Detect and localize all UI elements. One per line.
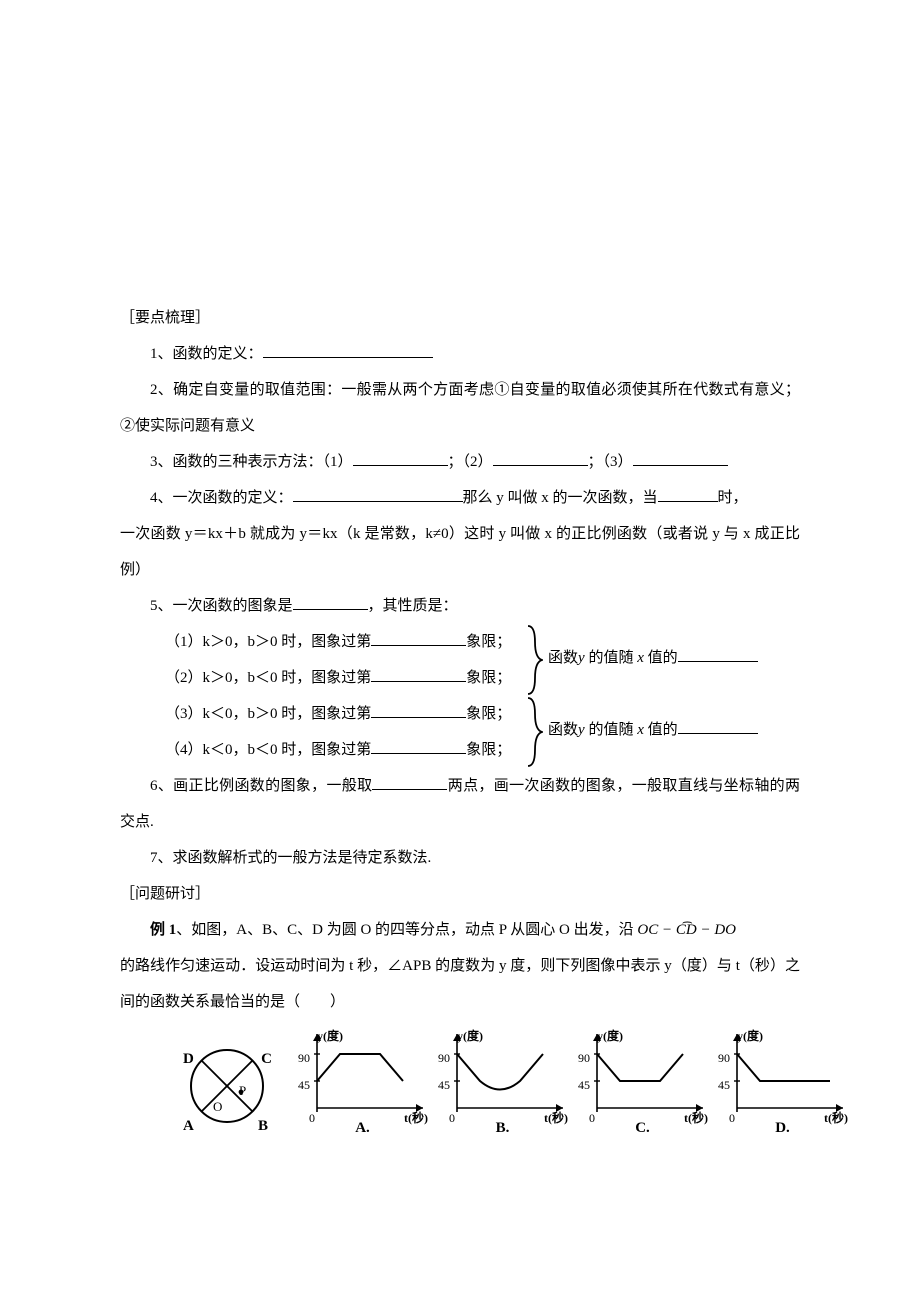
sub1-suffix: 象限；: [466, 634, 511, 650]
pB-90: 90: [438, 1044, 450, 1073]
sub3-suffix: 象限；: [466, 706, 511, 722]
pA-45: 45: [298, 1071, 310, 1100]
pB-xl: t(秒): [544, 1104, 568, 1133]
pA-xl: t(秒): [404, 1104, 428, 1133]
pD-xl: t(秒): [824, 1104, 848, 1133]
ex1-b1: 、如图，A、B、C、D 为圆 O 的四等分点，动点 P 从圆心 O 出发，沿: [176, 922, 637, 938]
pA-0: 0: [309, 1104, 315, 1133]
sub4-suffix: 象限；: [466, 742, 511, 758]
pB-45: 45: [438, 1071, 450, 1100]
pC-xl: t(秒): [684, 1104, 708, 1133]
blank-def: [263, 344, 433, 359]
plot-B: y(度) 90 45 0 t(秒) B.: [435, 1026, 570, 1146]
pC-45: 45: [578, 1071, 590, 1100]
item3-prefix: 3、函数的三种表示方法：（1）: [150, 454, 353, 470]
blank-3-3: [633, 452, 728, 467]
lbl-A: A: [183, 1108, 194, 1144]
bt2-s: 值的: [644, 722, 678, 738]
lbl-C: C: [261, 1041, 272, 1077]
pD-yl: y(度): [737, 1022, 763, 1051]
item6-prefix: 6、画正比例函数的图象，一般取: [150, 778, 372, 794]
blank-s2: [371, 668, 466, 683]
bt1-m: 的值随: [585, 650, 638, 666]
pA-90: 90: [298, 1044, 310, 1073]
blank-3-2: [493, 452, 588, 467]
pC-90: 90: [578, 1044, 590, 1073]
lbl-O: O: [213, 1091, 222, 1122]
pC-0: 0: [589, 1104, 595, 1133]
pC-yl: y(度): [597, 1022, 623, 1051]
bt1-x: x: [637, 650, 644, 666]
lbl-P: P: [239, 1075, 246, 1106]
circle-diagram: D C A B O P: [175, 1031, 280, 1146]
pA-yl: y(度): [317, 1022, 343, 1051]
item4-mid: 那么 y 叫做 x 的一次函数，当: [463, 490, 658, 506]
blank-3-1: [353, 452, 448, 467]
bt2-y: y: [578, 722, 585, 738]
pD-label: D.: [775, 1110, 790, 1146]
ex1-route: OC − C͡D − DO: [637, 922, 736, 938]
figure-row: D C A B O P y(度) 90 45 0 t(秒) A.: [120, 1026, 800, 1156]
bt1-y: y: [578, 650, 585, 666]
blank-s3: [371, 704, 466, 719]
example-1: 例 1、如图，A、B、C、D 为圆 O 的四等分点，动点 P 从圆心 O 出发，…: [120, 912, 800, 948]
item-6: 6、画正比例函数的图象，一般取两点，画一次函数的图象，一般取直线与坐标轴的两交点…: [120, 768, 800, 840]
item-7: 7、求函数解析式的一般方法是待定系数法.: [120, 840, 800, 876]
item-5-subs: （1）k＞0，b＞0 时，图象过第象限； （2）k＞0，b＜0 时，图象过第象限…: [120, 624, 800, 768]
lbl-B: B: [258, 1108, 268, 1144]
bt1-s: 值的: [644, 650, 678, 666]
item-5: 5、一次函数的图象是 ，其性质是：: [120, 588, 800, 624]
pC-label: C.: [635, 1110, 650, 1146]
plot-D: y(度) 90 45 0 t(秒) D.: [715, 1026, 850, 1146]
item3-m2: ；（3）: [588, 454, 633, 470]
brace-text-2: 函数y 的值随 x 值的: [548, 712, 758, 748]
blank-5-1: [293, 596, 368, 611]
blank-bt2: [678, 721, 758, 734]
section-heading-points: ［要点梳理］: [120, 300, 800, 336]
brace-icon-top: [525, 624, 543, 696]
lbl-D: D: [183, 1041, 194, 1077]
item5-tail: ，其性质是：: [368, 598, 458, 614]
section-heading-problems: ［问题研讨］: [120, 876, 800, 912]
plot-C: y(度) 90 45 0 t(秒) C.: [575, 1026, 710, 1146]
blank-s1: [371, 632, 466, 647]
sub1-prefix: （1）k＞0，b＞0 时，图象过第: [165, 634, 371, 650]
item-4-line2: 一次函数 y＝kx＋b 就成为 y＝kx（k 是常数，k≠0）这时 y 叫做 x…: [120, 516, 800, 588]
pD-90: 90: [718, 1044, 730, 1073]
pA-label: A.: [355, 1110, 370, 1146]
item4-prefix: 4、一次函数的定义：: [150, 490, 293, 506]
ex1-label: 例 1: [150, 922, 176, 938]
item1-label: 1、函数的定义：: [150, 346, 263, 362]
example-1-cont: 的路线作匀速运动．设运动时间为 t 秒，∠APB 的度数为 y 度，则下列图像中…: [120, 948, 800, 1020]
pD-0: 0: [729, 1104, 735, 1133]
item5-prefix: 5、一次函数的图象是: [150, 598, 293, 614]
bt1-p: 函数: [548, 650, 578, 666]
sub3-prefix: （3）k＜0，b＞0 时，图象过第: [165, 706, 371, 722]
item-3: 3、函数的三种表示方法：（1） ；（2） ；（3）: [120, 444, 800, 480]
bt2-x: x: [637, 722, 644, 738]
plot-A: y(度) 90 45 0 t(秒) A.: [295, 1026, 430, 1146]
pB-label: B.: [496, 1110, 510, 1146]
sub2-suffix: 象限；: [466, 670, 511, 686]
pB-0: 0: [449, 1104, 455, 1133]
pB-yl: y(度): [457, 1022, 483, 1051]
blank-s4: [371, 740, 466, 755]
blank-6: [372, 776, 447, 791]
blank-4-2: [658, 488, 718, 503]
brace-icon-bottom: [525, 696, 543, 768]
bt2-m: 的值随: [585, 722, 638, 738]
item-1: 1、函数的定义：: [120, 336, 800, 372]
bt2-p: 函数: [548, 722, 578, 738]
item4-tail1: 时，: [718, 490, 748, 506]
item-4-line1: 4、一次函数的定义： 那么 y 叫做 x 的一次函数，当 时，: [120, 480, 800, 516]
brace-text-1: 函数y 的值随 x 值的: [548, 640, 758, 676]
blank-4-1: [293, 488, 463, 503]
item-2: 2、确定自变量的取值范围：一般需从两个方面考虑①自变量的取值必须使其所在代数式有…: [120, 372, 800, 444]
sub4-prefix: （4）k＜0，b＜0 时，图象过第: [165, 742, 371, 758]
pD-45: 45: [718, 1071, 730, 1100]
sub2-prefix: （2）k＞0，b＜0 时，图象过第: [165, 670, 371, 686]
blank-bt1: [678, 649, 758, 662]
item3-m1: ；（2）: [448, 454, 493, 470]
